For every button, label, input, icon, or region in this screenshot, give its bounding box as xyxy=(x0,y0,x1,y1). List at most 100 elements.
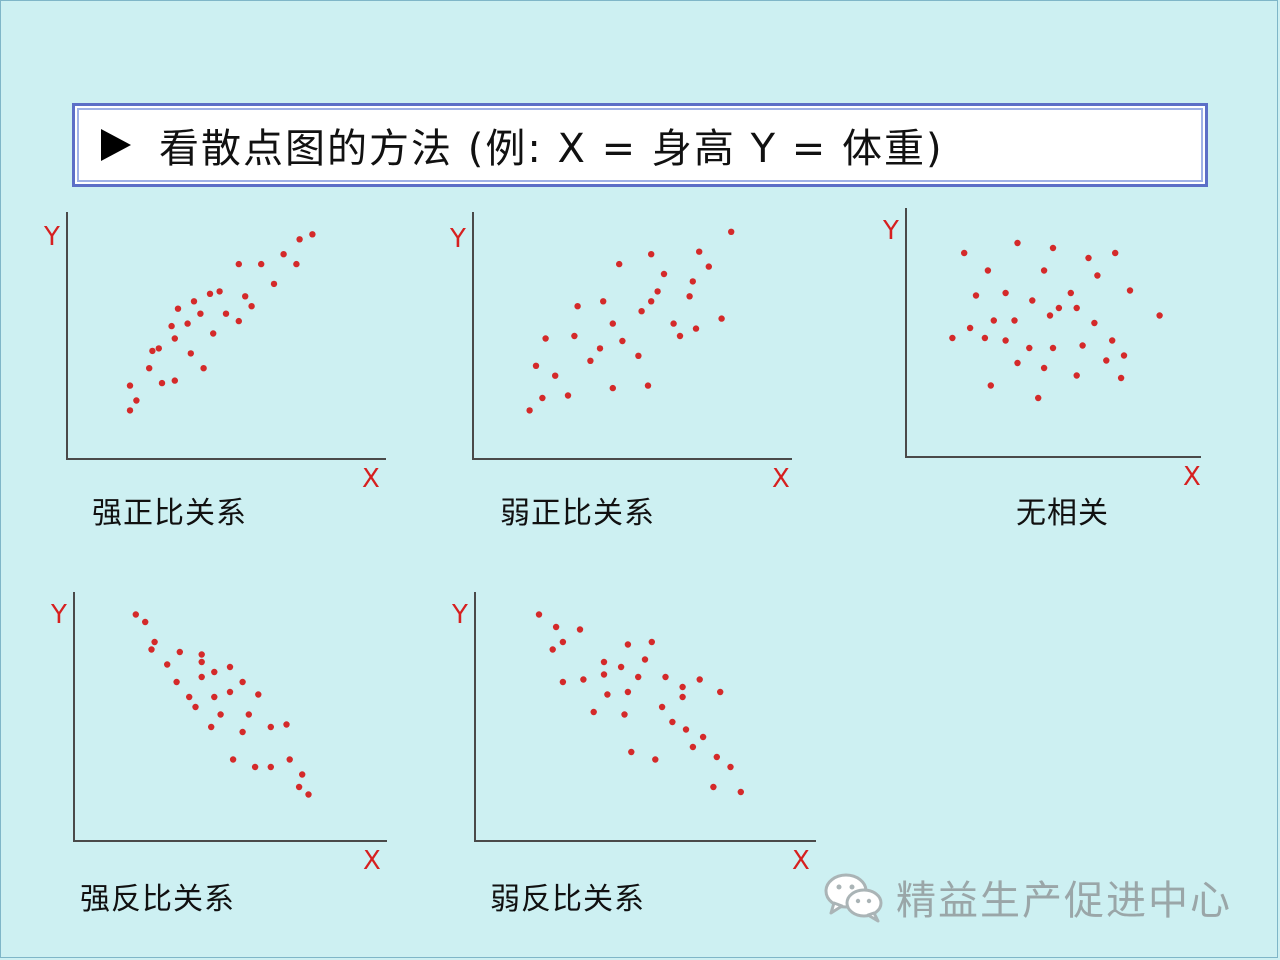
scatter-point xyxy=(670,320,677,327)
x-axis-label: X xyxy=(363,846,381,876)
scatter-point xyxy=(972,292,980,299)
scatter-point xyxy=(200,365,207,372)
scatter-point xyxy=(596,345,604,352)
scatter-point xyxy=(248,303,255,310)
scatter-point xyxy=(286,756,293,763)
scatter-point xyxy=(710,783,717,791)
scatter-point xyxy=(981,334,989,342)
scatter-point xyxy=(235,317,242,325)
scatter-point xyxy=(211,668,218,676)
wechat-icon xyxy=(824,873,883,923)
scatter-plot-weak-negative xyxy=(474,592,816,842)
scatter-point xyxy=(660,270,668,278)
scatter-point xyxy=(699,733,707,741)
scatter-point xyxy=(619,337,626,345)
scatter-point xyxy=(624,688,632,696)
scatter-point xyxy=(676,332,684,340)
scatter-point xyxy=(245,711,252,718)
scatter-point xyxy=(600,298,607,305)
scatter-point xyxy=(226,688,234,696)
triangle-bullet-icon xyxy=(101,129,131,161)
scatter-point xyxy=(132,611,139,618)
scatter-point xyxy=(539,394,546,402)
scatter-plot-no-correlation xyxy=(905,208,1201,458)
scatter-point xyxy=(1073,304,1080,312)
panel-strong-negative: Y X xyxy=(51,592,387,874)
caption-strong-negative: 强反比关系 xyxy=(80,882,235,917)
scatter-point xyxy=(679,683,686,691)
scatter-point xyxy=(604,691,611,698)
scatter-point xyxy=(226,663,234,671)
scatter-point xyxy=(624,641,632,648)
caption-strong-positive: 强正比关系 xyxy=(92,496,247,531)
scatter-point xyxy=(1103,357,1110,364)
scatter-point xyxy=(171,335,178,342)
scatter-point xyxy=(1014,239,1021,247)
scatter-point xyxy=(1055,304,1063,312)
scatter-point xyxy=(648,251,655,258)
slide-title: 看散点图的方法 (例: X = 身高 Y = 体重) xyxy=(159,126,944,172)
scatter-point xyxy=(662,673,669,681)
scatter-point xyxy=(1091,319,1098,327)
scatter-point xyxy=(600,658,608,666)
scatter-point xyxy=(305,791,312,798)
scatter-point xyxy=(635,673,642,681)
scatter-point xyxy=(590,708,597,716)
scatter-point xyxy=(190,298,198,305)
scatter-point xyxy=(258,260,265,268)
scatter-point xyxy=(727,763,734,771)
scatter-point xyxy=(1002,289,1009,297)
scatter-point xyxy=(552,372,559,379)
scatter-point xyxy=(186,693,193,701)
scatter-point xyxy=(1067,289,1074,297)
scatter-point xyxy=(164,661,171,668)
scatter-plot-strong-positive xyxy=(66,212,386,460)
scatter-point xyxy=(126,407,134,414)
scatter-point xyxy=(669,718,676,726)
scatter-point xyxy=(146,365,153,372)
scatter-point xyxy=(309,231,316,238)
scatter-point xyxy=(542,335,549,342)
watermark: 精益生产促进中心 xyxy=(822,868,1232,926)
scatter-point xyxy=(713,753,720,761)
scatter-point xyxy=(564,392,572,399)
scatter-point xyxy=(654,288,661,295)
scatter-point xyxy=(151,638,158,646)
scatter-point xyxy=(222,310,230,317)
scatter-point xyxy=(641,656,649,663)
scatter-point xyxy=(949,334,956,342)
scatter-point xyxy=(142,618,149,626)
scatter-point xyxy=(211,693,218,701)
scatter-point xyxy=(197,310,204,317)
scatter-point xyxy=(621,711,628,718)
scatter-point xyxy=(696,248,703,255)
scatter-point xyxy=(1046,312,1054,319)
scatter-point xyxy=(267,723,274,731)
y-axis-label: Y xyxy=(51,600,67,630)
scatter-point xyxy=(206,290,214,297)
scatter-point xyxy=(229,756,237,763)
scatter-point xyxy=(270,280,278,288)
panel-weak-positive: Y X xyxy=(450,212,792,492)
scatter-point xyxy=(987,382,994,389)
scatter-point xyxy=(1040,267,1048,274)
scatter-point xyxy=(705,263,712,270)
scatter-point xyxy=(242,293,249,300)
scatter-point xyxy=(559,678,567,686)
scatter-point xyxy=(176,648,183,656)
scatter-point xyxy=(1002,337,1009,344)
scatter-point xyxy=(737,788,744,796)
x-axis-label: X xyxy=(772,464,790,494)
scatter-point xyxy=(1112,249,1119,257)
scatter-point xyxy=(1035,394,1042,402)
scatter-point xyxy=(148,646,155,653)
scatter-point xyxy=(198,673,205,681)
scatter-plot-weak-positive xyxy=(472,212,792,460)
scatter-point xyxy=(192,703,199,711)
scatter-point xyxy=(198,658,205,666)
scatter-point xyxy=(580,676,587,683)
scatter-point xyxy=(173,678,180,686)
scatter-point xyxy=(168,322,175,330)
scatter-point xyxy=(689,278,696,285)
